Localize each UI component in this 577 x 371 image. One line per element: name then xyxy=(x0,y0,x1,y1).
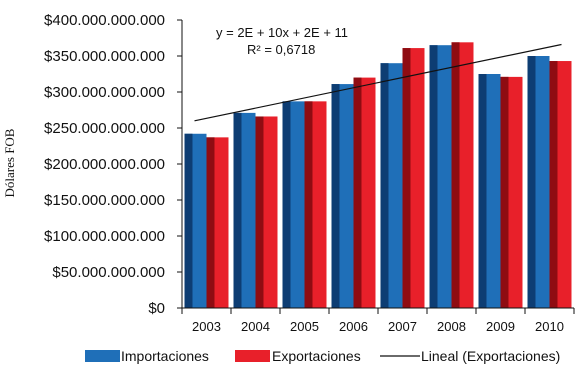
bar-shade xyxy=(282,101,291,308)
bar-importaciones-2004 xyxy=(233,112,256,308)
x-tick-label: 2007 xyxy=(388,319,417,334)
x-tick-label: 2003 xyxy=(192,319,221,334)
bar-exportaciones-2008 xyxy=(451,42,474,308)
y-tick-label: $100.000.000.000 xyxy=(44,228,165,245)
trend-equation: y = 2E + 10x + 2E + 11 xyxy=(216,25,348,40)
bar-importaciones-2005 xyxy=(282,101,305,308)
bar-shade xyxy=(255,116,264,308)
legend-swatch-exportaciones xyxy=(235,350,270,362)
axes xyxy=(181,20,574,309)
y-tick-label: $400.000.000.000 xyxy=(44,12,165,29)
legend-label-importaciones: Importaciones xyxy=(121,348,209,364)
y-tick-label: $50.000.000.000 xyxy=(52,264,165,281)
bar-shade xyxy=(331,84,340,308)
bar-exportaciones-2010 xyxy=(549,61,572,308)
x-tick-label: 2004 xyxy=(241,319,270,334)
y-tick-label: $350.000.000.000 xyxy=(44,48,165,65)
bar-exportaciones-2006 xyxy=(353,77,376,308)
x-axis-ticks: 2003 2004 2005 2006 2007 2008 2009 2010 xyxy=(181,308,575,334)
bar-shade xyxy=(478,74,487,308)
legend: Importaciones Exportaciones Lineal (Expo… xyxy=(85,348,560,364)
legend-item-exportaciones: Exportaciones xyxy=(235,348,361,364)
bar-exportaciones-2003 xyxy=(206,137,229,308)
bar-shade xyxy=(500,76,509,308)
bar-importaciones-2010 xyxy=(527,56,550,308)
bar-shade xyxy=(206,137,215,308)
bar-importaciones-2006 xyxy=(331,84,354,308)
bar-shade xyxy=(304,101,313,308)
bar-shade xyxy=(527,56,536,308)
legend-label-exportaciones: Exportaciones xyxy=(272,348,361,364)
bar-shade xyxy=(451,42,460,308)
x-tick-label: 2005 xyxy=(290,319,319,334)
x-tick-label: 2009 xyxy=(486,319,515,334)
y-tick-label: $200.000.000.000 xyxy=(44,156,165,173)
r-squared: R² = 0,6718 xyxy=(247,42,315,57)
y-tick-label: $300.000.000.000 xyxy=(44,84,165,101)
bar-shade xyxy=(233,112,242,308)
bars xyxy=(184,42,572,309)
bar-exportaciones-2007 xyxy=(402,48,425,309)
x-tick-label: 2006 xyxy=(339,319,368,334)
bar-shade xyxy=(353,77,362,308)
legend-item-importaciones: Importaciones xyxy=(85,348,209,364)
bar-importaciones-2007 xyxy=(380,63,403,309)
y-axis-ticks: $0 $50.000.000.000 $100.000.000.000 $150.00… xyxy=(44,12,182,317)
legend-swatch-importaciones xyxy=(85,350,120,362)
bar-shade xyxy=(402,48,411,309)
x-tick-label: 2008 xyxy=(437,319,466,334)
y-axis-label: Dólares FOB xyxy=(2,128,17,197)
bar-shade xyxy=(549,61,558,308)
bar-importaciones-2003 xyxy=(184,133,207,308)
bar-shade xyxy=(429,45,438,308)
bar-shade xyxy=(184,133,193,308)
y-tick-label: $150.000.000.000 xyxy=(44,192,165,209)
legend-label-trendline: Lineal (Exportaciones) xyxy=(421,348,560,364)
bar-exportaciones-2009 xyxy=(500,76,523,308)
y-tick-label: $0 xyxy=(148,300,165,317)
bar-importaciones-2009 xyxy=(478,74,501,308)
trendline xyxy=(194,43,562,122)
bar-shade xyxy=(380,63,389,309)
bar-exportaciones-2005 xyxy=(304,101,327,308)
bar-exportaciones-2004 xyxy=(255,116,278,308)
bar-importaciones-2008 xyxy=(429,45,452,308)
y-tick-label: $250.000.000.000 xyxy=(44,120,165,137)
legend-item-trendline: Lineal (Exportaciones) xyxy=(380,348,560,364)
x-tick-label: 2010 xyxy=(535,319,564,334)
